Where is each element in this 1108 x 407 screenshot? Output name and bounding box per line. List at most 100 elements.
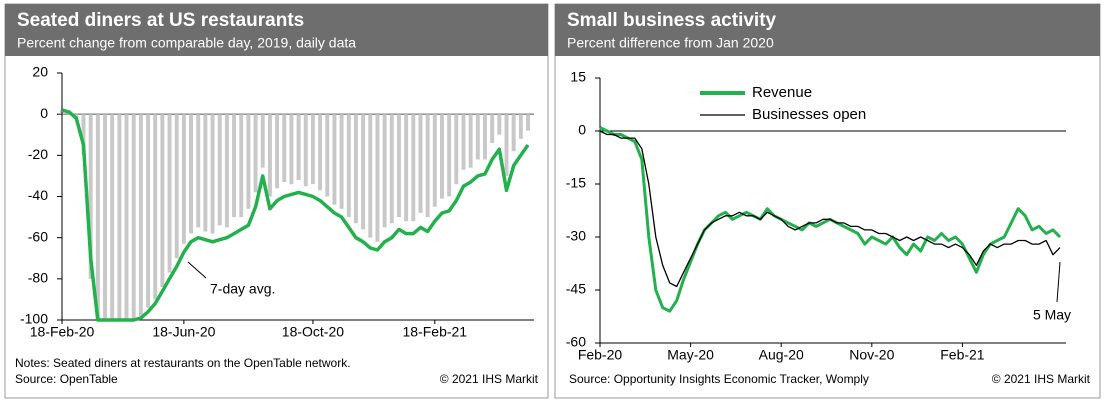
x-tick-label: May-20 xyxy=(667,347,714,363)
bar xyxy=(146,114,151,308)
y-tick-label: -15 xyxy=(566,175,586,191)
x-tick-label: 18-Oct-20 xyxy=(282,324,344,340)
bar xyxy=(411,114,416,222)
y-tick-label: -40 xyxy=(28,187,48,203)
series-line xyxy=(599,130,1061,288)
bar xyxy=(483,114,487,160)
x-tick-label: Feb-20 xyxy=(578,347,623,363)
annotation: 7-day avg. xyxy=(210,281,275,297)
bar xyxy=(332,114,337,205)
bar xyxy=(325,114,330,197)
bar xyxy=(432,114,437,207)
copyright: © 2021 IHS Markit xyxy=(992,372,1091,386)
copyright: © 2021 IHS Markit xyxy=(440,372,539,386)
bar xyxy=(196,114,201,228)
panel-frame xyxy=(554,3,1101,399)
bar xyxy=(396,114,401,218)
x-tick-label: 18-Feb-20 xyxy=(30,324,95,340)
bar xyxy=(217,114,222,226)
bar xyxy=(454,114,459,185)
bar xyxy=(117,114,122,321)
avg-line xyxy=(61,108,530,322)
chart-title: Small business activity xyxy=(567,10,777,31)
bar xyxy=(418,114,423,213)
y-tick-label: 15 xyxy=(570,69,586,85)
y-tick-label: 20 xyxy=(32,64,48,80)
x-tick-label: 18-Jun-20 xyxy=(152,324,215,340)
bar xyxy=(174,114,179,259)
bar xyxy=(160,114,165,288)
bar xyxy=(131,114,136,321)
y-tick-label: -60 xyxy=(28,228,48,244)
bar xyxy=(239,114,244,218)
legend-label: Revenue xyxy=(752,84,812,101)
source: Source: Opportunity Insights Economic Tr… xyxy=(569,372,869,386)
chart-subtitle: Percent difference from Jan 2020 xyxy=(567,35,774,51)
bar xyxy=(504,114,509,176)
notes: Notes: Seated diners at restaurants on t… xyxy=(15,356,351,370)
bar xyxy=(361,114,366,230)
bar xyxy=(439,114,444,199)
bar xyxy=(246,114,251,209)
bar xyxy=(318,114,323,191)
bar xyxy=(461,114,466,170)
y-tick-label: -80 xyxy=(28,270,48,286)
bar xyxy=(88,114,93,279)
bar xyxy=(310,114,315,185)
bar xyxy=(282,114,287,183)
bar xyxy=(124,114,129,321)
bar xyxy=(475,114,480,160)
bar xyxy=(518,114,523,139)
bar xyxy=(81,114,86,156)
bar xyxy=(404,114,409,222)
y-tick-label: -100 xyxy=(20,311,48,327)
bar xyxy=(339,114,344,209)
annotation: 5 May xyxy=(1033,307,1071,323)
bar xyxy=(289,114,294,185)
bar xyxy=(189,114,194,234)
bar xyxy=(511,114,516,152)
y-tick-label: -60 xyxy=(566,334,586,350)
bar xyxy=(425,114,430,218)
bar xyxy=(110,114,115,321)
bar xyxy=(526,114,530,131)
bar xyxy=(253,114,258,193)
bar xyxy=(260,114,265,168)
chart-title: Seated diners at US restaurants xyxy=(17,10,304,31)
x-tick-label: Feb-21 xyxy=(940,347,985,363)
bar xyxy=(490,114,495,143)
x-tick-label: 18-Feb-21 xyxy=(403,324,468,340)
bar xyxy=(203,114,208,232)
bar xyxy=(95,114,100,321)
bar xyxy=(346,114,351,218)
bar xyxy=(103,114,107,321)
panel-header xyxy=(5,4,548,56)
y-tick-label: -30 xyxy=(566,228,586,244)
bar xyxy=(210,114,215,234)
bar xyxy=(389,114,394,224)
annotation-arrow xyxy=(1056,261,1061,303)
bar xyxy=(232,114,237,218)
bar xyxy=(447,114,452,197)
x-tick-label: Aug-20 xyxy=(759,347,804,363)
bar xyxy=(296,114,301,181)
annotation-arrow xyxy=(187,261,207,279)
bar xyxy=(181,114,186,244)
panel-header xyxy=(555,4,1100,56)
y-tick-label: -20 xyxy=(28,146,48,162)
y-tick-label: -45 xyxy=(566,281,586,297)
bar xyxy=(368,114,373,238)
bar xyxy=(138,114,143,316)
bar xyxy=(153,114,158,300)
bar xyxy=(275,114,280,189)
bar xyxy=(267,114,272,197)
bar xyxy=(382,114,387,228)
bar xyxy=(224,114,229,228)
bar xyxy=(497,114,502,135)
bar xyxy=(375,114,380,242)
x-tick-label: Nov-20 xyxy=(849,347,894,363)
y-tick-label: 0 xyxy=(40,105,48,121)
legend-label: Businesses open xyxy=(752,106,866,123)
y-tick-label: 0 xyxy=(578,122,586,138)
